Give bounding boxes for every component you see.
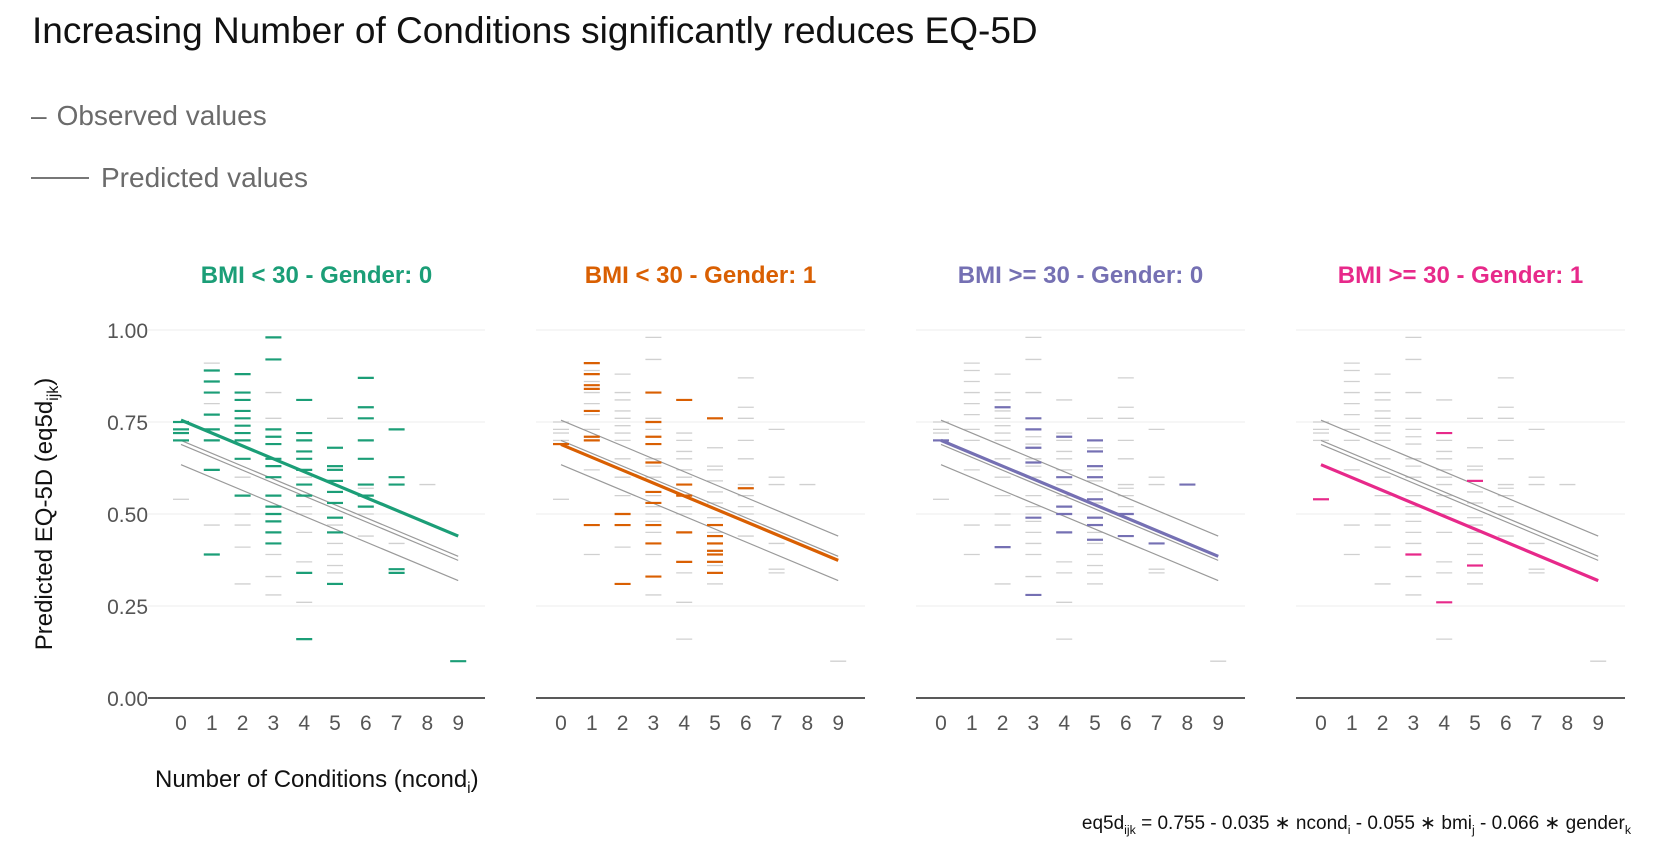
x-tick-label: 2 — [1377, 712, 1389, 735]
x-tick-label: 8 — [1182, 712, 1194, 735]
x-tick-label: 0 — [935, 712, 947, 735]
legend-predicted-line — [31, 177, 89, 179]
x-tick-label: 2 — [617, 712, 629, 735]
x-tick-label: 1 — [206, 712, 218, 735]
facet-label: BMI < 30 - Gender: 1 — [585, 262, 816, 289]
x-tick-label: 7 — [1531, 712, 1543, 735]
y-axis-label: Predicted EQ-5D (eq5dijk) — [31, 378, 62, 651]
x-tick-label: 6 — [1500, 712, 1512, 735]
x-tick-label: 9 — [1592, 712, 1604, 735]
x-tick-label: 9 — [1212, 712, 1224, 735]
x-tick-label: 1 — [1346, 712, 1358, 735]
x-tick-label: 1 — [586, 712, 598, 735]
chart-title: Increasing Number of Conditions signific… — [32, 10, 1038, 51]
x-tick-label: 6 — [360, 712, 372, 735]
reference-predicted-line — [180, 464, 459, 582]
reference-predicted-line — [560, 439, 839, 557]
y-tick-label: 0.50 — [107, 504, 148, 527]
facet-label: BMI >= 30 - Gender: 0 — [958, 262, 1203, 289]
reference-predicted-line — [180, 439, 459, 557]
reference-predicted-line — [1320, 439, 1599, 557]
facet-label: BMI < 30 - Gender: 0 — [201, 262, 432, 289]
x-tick-label: 4 — [1058, 712, 1070, 735]
y-tick-label: 0.00 — [107, 688, 148, 711]
x-tick-label: 3 — [1408, 712, 1420, 735]
reference-predicted-line — [940, 464, 1219, 582]
x-tick-label: 0 — [555, 712, 567, 735]
reference-predicted-line — [560, 464, 839, 582]
x-tick-label: 2 — [997, 712, 1009, 735]
reference-predicted-line — [180, 443, 459, 561]
x-tick-label: 7 — [771, 712, 783, 735]
y-tick-label: 1.00 — [107, 320, 148, 343]
predicted-line — [180, 418, 459, 538]
x-tick-label: 9 — [832, 712, 844, 735]
legend-observed: – Observed values — [31, 100, 267, 132]
x-tick-label: 3 — [268, 712, 280, 735]
reference-predicted-line — [1320, 419, 1599, 537]
x-tick-label: 3 — [648, 712, 660, 735]
x-tick-label: 4 — [298, 712, 310, 735]
model-formula: eq5dijk = 0.755 - 0.035 ∗ ncondi - 0.055… — [1081, 813, 1631, 837]
predicted-line — [560, 442, 839, 562]
x-tick-label: 8 — [802, 712, 814, 735]
x-tick-label: 5 — [329, 712, 341, 735]
x-tick-label: 0 — [1315, 712, 1327, 735]
legend-observed-mark: – — [31, 100, 47, 131]
x-tick-label: 5 — [1469, 712, 1481, 735]
y-tick-label: 0.75 — [107, 412, 148, 435]
x-tick-label: 9 — [452, 712, 464, 735]
y-tick-label: 0.25 — [107, 596, 148, 619]
x-tick-label: 1 — [966, 712, 978, 735]
x-tick-label: 6 — [1120, 712, 1132, 735]
predicted-line — [940, 438, 1219, 558]
x-tick-label: 5 — [1089, 712, 1101, 735]
x-tick-label: 3 — [1028, 712, 1040, 735]
predicted-line — [1320, 463, 1599, 583]
reference-predicted-line — [940, 419, 1219, 537]
x-tick-label: 4 — [678, 712, 690, 735]
legend-observed-label: Observed values — [56, 100, 267, 131]
x-tick-label: 4 — [1438, 712, 1450, 735]
legend-predicted-label: Predicted values — [101, 162, 309, 193]
x-tick-label: 5 — [709, 712, 721, 735]
facet-label: BMI >= 30 - Gender: 1 — [1338, 262, 1583, 289]
x-tick-label: 0 — [175, 712, 187, 735]
x-tick-label: 8 — [422, 712, 434, 735]
x-axis-label: Number of Conditions (ncondi) — [155, 766, 479, 797]
x-tick-label: 7 — [1151, 712, 1163, 735]
x-tick-label: 8 — [1562, 712, 1574, 735]
reference-predicted-line — [1320, 443, 1599, 561]
x-tick-label: 7 — [391, 712, 403, 735]
legend-predicted: Predicted values — [31, 162, 308, 194]
reference-predicted-line — [560, 419, 839, 537]
x-tick-label: 2 — [237, 712, 249, 735]
x-tick-label: 6 — [740, 712, 752, 735]
reference-predicted-line — [940, 443, 1219, 561]
